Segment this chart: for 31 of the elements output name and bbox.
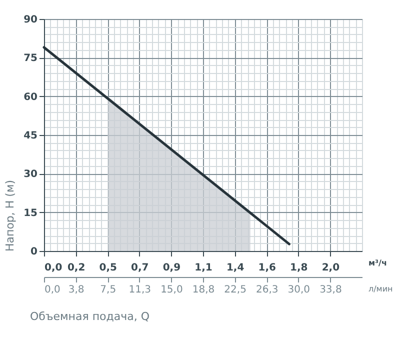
y-tick-label: 0 — [30, 246, 38, 258]
x-tick-label: 0,5 — [99, 262, 117, 274]
x-tick-label: 1,1 — [194, 262, 212, 274]
x2-tick-label: 26,3 — [256, 284, 278, 296]
x-tick-label: 1,4 — [226, 262, 244, 274]
y-tick-label: 45 — [24, 130, 38, 142]
x2-tick-label: 7,5 — [100, 284, 116, 296]
y-tick-label: 15 — [24, 208, 38, 219]
x2-tick-label: 33,8 — [320, 284, 342, 296]
x2-tick-label: 30,0 — [288, 284, 310, 296]
x-tick-label: 2,0 — [322, 262, 340, 274]
x2-tick-label: 15,0 — [160, 284, 183, 296]
x2-tick-label: 22,5 — [224, 284, 246, 296]
y-tick-label: 90 — [24, 14, 38, 26]
x-tick-label: 1,8 — [290, 262, 308, 274]
x-tick-label: 0,7 — [131, 262, 149, 274]
x-tick-label: 1,6 — [258, 262, 276, 274]
x2-tick-label: 18,8 — [192, 284, 215, 296]
y-axis-title: Напор, H (м) — [4, 180, 17, 252]
x2-tick-label: 0,0 — [44, 284, 60, 296]
y-tick-label: 75 — [24, 53, 38, 64]
x-tick-label: 0,0 — [44, 262, 62, 274]
x-tick-label: 0,2 — [67, 262, 86, 274]
x-tick-label: 0,9 — [162, 262, 181, 274]
x2-tick-label: 11,3 — [128, 284, 152, 296]
x2-axis-title: л/мин — [368, 284, 393, 294]
x2-tick-label: 3,8 — [68, 284, 84, 296]
text: Объемная подача, Q — [30, 310, 150, 323]
x-axis-title: м³/ч — [368, 258, 387, 268]
y-tick-label: 60 — [24, 92, 38, 103]
y-tick-label: 30 — [24, 169, 38, 180]
